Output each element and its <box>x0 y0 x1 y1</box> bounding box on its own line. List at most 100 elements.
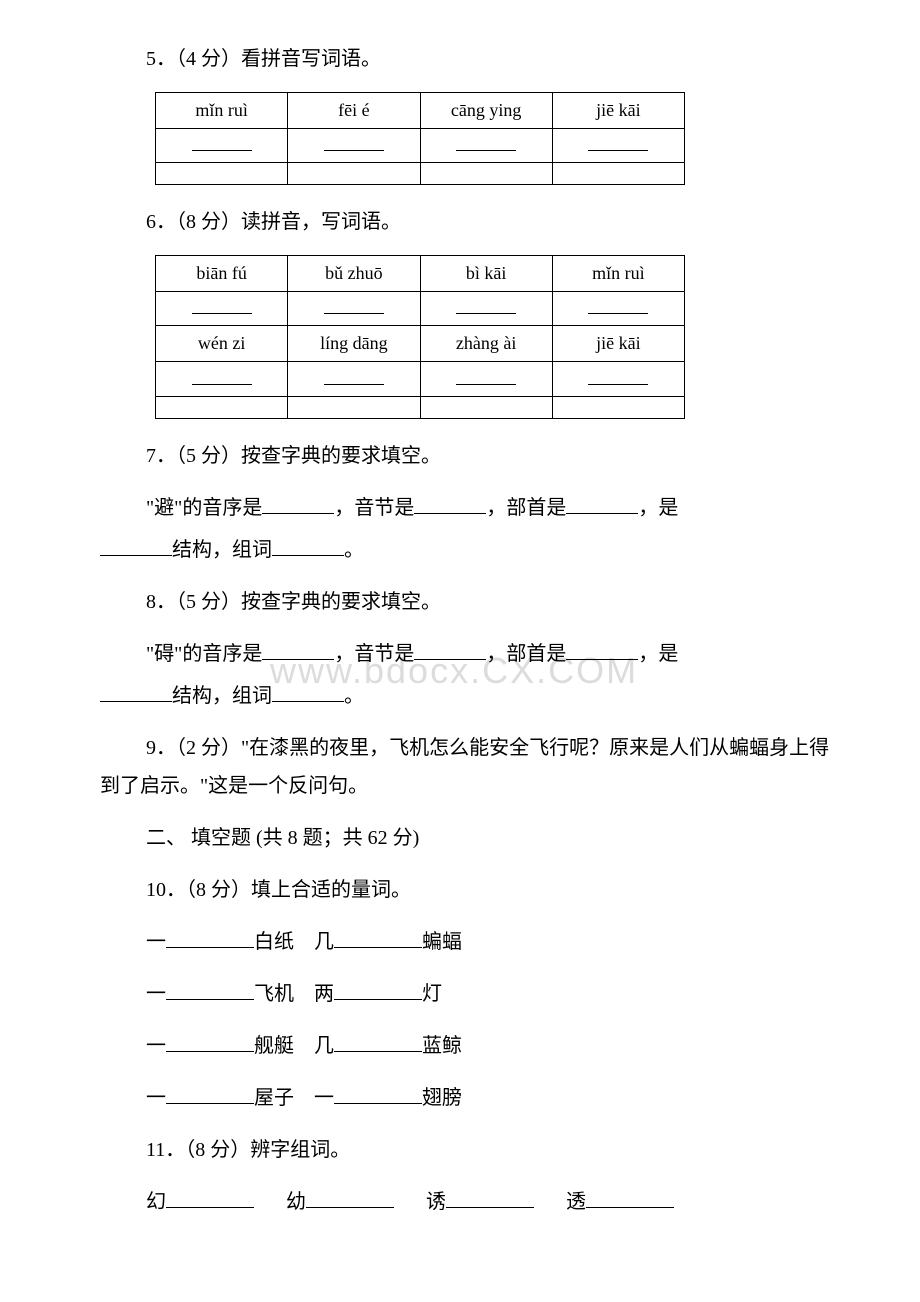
text: 9．（2 分）"在漆黑的夜里，飞机怎么能安全飞行呢？原来是人们从蝙蝠身上得到了启… <box>100 737 829 797</box>
blank <box>166 1034 254 1052</box>
table-row: wén zi líng dāng zhàng ài jiē kāi <box>156 326 685 362</box>
section2-heading: 二、 填空题 (共 8 题；共 62 分) <box>100 819 840 857</box>
table-row <box>156 396 685 418</box>
text: ，音节是 <box>334 497 414 519</box>
pinyin-cell: wén zi <box>156 326 288 362</box>
empty-cell <box>552 163 684 185</box>
text: 一 <box>146 931 166 953</box>
blank <box>166 1086 254 1104</box>
blank <box>166 1190 254 1208</box>
text: 灯 <box>422 983 442 1005</box>
blank <box>166 930 254 948</box>
empty-cell <box>420 163 552 185</box>
empty-cell <box>288 396 420 418</box>
pinyin-cell: zhàng ài <box>420 326 552 362</box>
table-row <box>156 292 685 326</box>
blank <box>100 538 172 556</box>
blank-cell <box>552 292 684 326</box>
pinyin-cell: biān fú <box>156 256 288 292</box>
q10-row2: 一 飞机两 灯 <box>100 975 840 1013</box>
blank-cell <box>420 362 552 396</box>
q10-prompt: 10．（8 分）填上合适的量词。 <box>100 871 840 909</box>
blank <box>262 642 334 660</box>
pinyin-cell: cāng ying <box>420 93 552 129</box>
empty-cell <box>156 163 288 185</box>
table-row <box>156 163 685 185</box>
blank <box>272 538 344 556</box>
text: ，部首是 <box>486 643 566 665</box>
blank-cell <box>552 129 684 163</box>
blank-cell <box>156 129 288 163</box>
char: 幻 <box>146 1191 166 1213</box>
text: 一 <box>146 983 166 1005</box>
blank <box>334 930 422 948</box>
empty-cell <box>288 163 420 185</box>
pinyin-cell: fēi é <box>288 93 420 129</box>
empty-cell <box>156 396 288 418</box>
q7-line1: "避"的音序是 ，音节是 ，部首是 ，是 <box>100 489 840 527</box>
text: 几 <box>314 931 334 953</box>
text: 一 <box>146 1035 166 1057</box>
q6-prompt: 6．（8 分）读拼音，写词语。 <box>100 203 840 241</box>
q7-line2: 结构，组词。 <box>100 531 840 569</box>
blank <box>306 1190 394 1208</box>
pinyin-cell: mǐn ruì <box>552 256 684 292</box>
blank <box>334 1086 422 1104</box>
table-row <box>156 129 685 163</box>
q7-prompt: 7．（5 分）按查字典的要求填空。 <box>100 437 840 475</box>
text: "避"的音序是 <box>146 497 262 519</box>
blank-cell <box>288 129 420 163</box>
empty-cell <box>420 396 552 418</box>
pinyin-cell: bǔ zhuō <box>288 256 420 292</box>
q10-row1: 一 白纸几 蝙蝠 <box>100 923 840 961</box>
q11-chars: 幻幼诱透 <box>100 1183 840 1221</box>
pinyin-cell: líng dāng <box>288 326 420 362</box>
text: 翅膀 <box>422 1087 462 1109</box>
text: 蝙蝠 <box>422 931 462 953</box>
q10-row3: 一 舰艇几 蓝鲸 <box>100 1027 840 1065</box>
pinyin-cell: mǐn ruì <box>156 93 288 129</box>
text: 白纸 <box>254 931 294 953</box>
table-row: mǐn ruì fēi é cāng ying jiē kāi <box>156 93 685 129</box>
text: 飞机 <box>254 983 294 1005</box>
blank-cell <box>288 292 420 326</box>
blank <box>262 496 334 514</box>
blank <box>414 642 486 660</box>
table-row <box>156 362 685 396</box>
pinyin-cell: jiē kāi <box>552 93 684 129</box>
blank <box>586 1190 674 1208</box>
text: ，是 <box>638 497 678 519</box>
text: 一 <box>146 1087 166 1109</box>
blank <box>272 684 344 702</box>
q8-prompt: 8．（5 分）按查字典的要求填空。 <box>100 583 840 621</box>
text: ，是 <box>638 643 678 665</box>
char: 幼 <box>286 1191 306 1213</box>
blank <box>446 1190 534 1208</box>
char: 诱 <box>426 1191 446 1213</box>
text: 蓝鲸 <box>422 1035 462 1057</box>
blank-cell <box>420 292 552 326</box>
blank <box>100 684 172 702</box>
pinyin-cell: bì kāi <box>420 256 552 292</box>
q10-row4: 一屋子一翅膀 <box>100 1079 840 1117</box>
table-row: biān fú bǔ zhuō bì kāi mǐn ruì <box>156 256 685 292</box>
blank <box>166 982 254 1000</box>
q5-prompt: 5．（4 分）看拼音写词语。 <box>100 40 840 78</box>
blank <box>566 496 638 514</box>
text: ，部首是 <box>486 497 566 519</box>
text: 舰艇 <box>254 1035 294 1057</box>
text: "碍"的音序是 <box>146 643 262 665</box>
text: 两 <box>314 983 334 1005</box>
text: 几 <box>314 1035 334 1057</box>
text: 屋子 <box>254 1087 294 1109</box>
blank-cell <box>552 362 684 396</box>
blank-cell <box>156 292 288 326</box>
q6-table: biān fú bǔ zhuō bì kāi mǐn ruì wén zi lí… <box>155 255 685 418</box>
blank-cell <box>288 362 420 396</box>
empty-cell <box>552 396 684 418</box>
blank-cell <box>420 129 552 163</box>
blank <box>414 496 486 514</box>
q11-prompt: 11．（8 分）辨字组词。 <box>100 1131 840 1169</box>
text: 。 <box>344 685 364 707</box>
char: 透 <box>566 1191 586 1213</box>
